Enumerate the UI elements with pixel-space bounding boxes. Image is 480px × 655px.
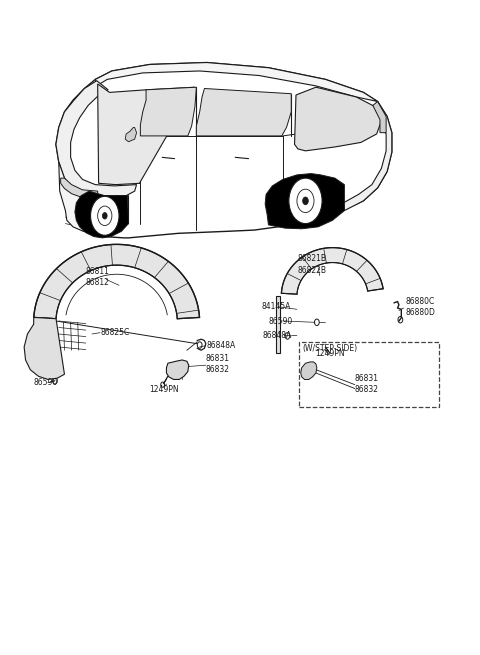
Text: 86880C
86880D: 86880C 86880D	[405, 297, 435, 317]
Polygon shape	[373, 102, 386, 133]
Text: 86848A: 86848A	[207, 341, 236, 350]
Polygon shape	[281, 248, 383, 294]
Polygon shape	[60, 178, 97, 198]
Text: 86831
86832: 86831 86832	[206, 354, 230, 374]
Polygon shape	[75, 191, 129, 238]
Polygon shape	[196, 88, 291, 136]
Circle shape	[302, 197, 308, 205]
Text: 86821B
86822B: 86821B 86822B	[298, 254, 327, 274]
Polygon shape	[301, 362, 317, 379]
Text: (W/STEP-SIDE): (W/STEP-SIDE)	[302, 345, 358, 354]
Text: 86831
86832: 86831 86832	[355, 374, 379, 394]
Text: 86825C: 86825C	[100, 328, 129, 337]
Polygon shape	[96, 62, 378, 102]
Polygon shape	[276, 296, 280, 354]
Polygon shape	[34, 244, 200, 319]
Polygon shape	[167, 360, 189, 379]
Circle shape	[289, 178, 322, 223]
Polygon shape	[140, 87, 196, 136]
Circle shape	[102, 213, 107, 219]
Text: 1249PN: 1249PN	[149, 384, 179, 394]
Polygon shape	[59, 162, 129, 233]
Circle shape	[91, 196, 119, 235]
Polygon shape	[265, 174, 344, 229]
Text: 86811
86812: 86811 86812	[86, 267, 110, 287]
Polygon shape	[295, 87, 382, 151]
Polygon shape	[56, 81, 137, 196]
Text: 84145A: 84145A	[261, 302, 291, 311]
Text: 1249PN: 1249PN	[315, 349, 345, 358]
Polygon shape	[343, 102, 392, 211]
Text: 86848A: 86848A	[263, 331, 292, 340]
Polygon shape	[24, 318, 64, 379]
Text: 86590: 86590	[268, 316, 293, 326]
Text: 86590: 86590	[34, 377, 58, 386]
Polygon shape	[97, 84, 195, 185]
Polygon shape	[125, 128, 137, 141]
